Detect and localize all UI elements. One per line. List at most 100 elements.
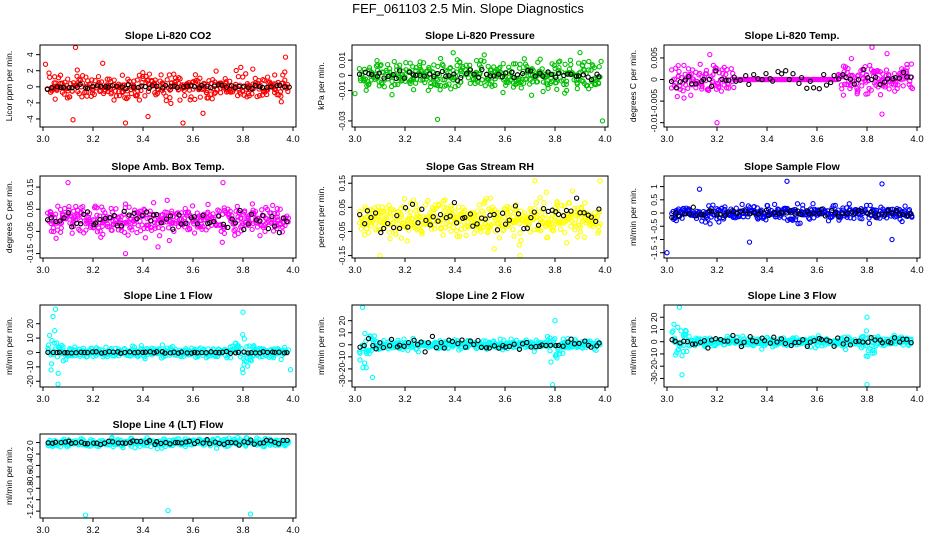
data-point <box>530 67 536 74</box>
data-point <box>383 214 389 220</box>
data-point <box>706 76 712 82</box>
data-point <box>375 227 381 233</box>
data-point <box>81 349 87 356</box>
data-point <box>455 204 462 210</box>
data-point <box>365 229 372 236</box>
data-point <box>518 237 524 244</box>
y-tick-label: -0.15 <box>337 246 347 266</box>
data-point <box>673 217 679 224</box>
data-point <box>209 96 215 102</box>
x-tick-label: 4.0 <box>286 525 299 536</box>
data-point <box>58 84 64 91</box>
data-point <box>775 68 781 75</box>
x-tick-label: 3.8 <box>548 134 561 145</box>
y-tick-label: -0.03 <box>337 111 347 131</box>
data-point <box>406 227 412 233</box>
data-point <box>357 211 363 218</box>
data-point <box>253 217 260 223</box>
data-point <box>588 76 595 83</box>
data-point <box>892 88 898 94</box>
data-point <box>371 333 378 339</box>
y-tick-label: 0.05 <box>25 201 35 218</box>
data-point <box>176 212 182 218</box>
data-point <box>446 81 452 87</box>
data-point <box>458 72 465 78</box>
data-point <box>158 72 164 78</box>
plot-points <box>669 304 914 388</box>
data-point <box>279 224 286 230</box>
data-point <box>249 86 255 92</box>
data-point <box>103 344 109 350</box>
x-tick-label: 3.2 <box>86 525 99 536</box>
data-point <box>366 350 372 357</box>
data-point <box>863 72 870 78</box>
data-point <box>74 84 80 90</box>
data-point <box>390 219 396 225</box>
data-point <box>79 94 85 100</box>
data-point <box>381 225 387 232</box>
panel-title: Slope Li-820 Pressure <box>425 30 535 42</box>
data-point <box>544 82 551 88</box>
y-tick-label: 0 <box>25 350 35 355</box>
data-point <box>362 330 368 337</box>
outlier-point <box>784 178 790 184</box>
data-point <box>504 209 510 215</box>
data-point <box>446 73 452 79</box>
data-point <box>173 78 179 84</box>
data-point <box>387 235 393 242</box>
data-point <box>867 202 873 209</box>
data-point <box>840 71 846 78</box>
data-point <box>140 349 146 356</box>
x-tick-label: 4.0 <box>598 265 611 276</box>
data-point <box>429 333 436 340</box>
data-point <box>121 208 127 215</box>
data-point <box>491 73 497 79</box>
data-point <box>101 88 108 94</box>
data-point <box>703 71 710 77</box>
data-point <box>141 225 147 232</box>
data-point <box>211 91 217 97</box>
data-point <box>499 210 506 216</box>
data-point <box>225 224 231 231</box>
data-point <box>676 68 682 75</box>
data-point <box>241 336 247 342</box>
data-point <box>76 90 82 97</box>
data-point <box>191 349 198 356</box>
data-point <box>229 213 235 219</box>
data-point <box>376 70 382 76</box>
data-point <box>851 215 857 221</box>
data-point <box>257 218 263 224</box>
data-point <box>722 204 728 210</box>
data-point <box>227 350 234 356</box>
data-point <box>397 62 403 68</box>
data-point <box>681 62 687 69</box>
data-point <box>191 84 198 90</box>
data-point <box>903 68 910 74</box>
data-point <box>146 71 153 77</box>
x-tick-label: 3.2 <box>398 394 411 405</box>
data-point <box>134 77 140 83</box>
data-point <box>150 212 157 218</box>
data-point <box>182 92 188 99</box>
data-point <box>534 79 541 85</box>
outlier-point <box>220 179 226 186</box>
data-point <box>511 74 517 81</box>
data-point <box>471 71 477 77</box>
data-point <box>555 70 562 76</box>
data-point <box>494 227 501 233</box>
data-point <box>282 77 288 83</box>
outlier-point <box>696 186 703 192</box>
data-point <box>896 75 903 81</box>
data-point <box>714 212 720 218</box>
data-point <box>409 216 415 222</box>
data-point <box>575 234 581 240</box>
data-point <box>710 72 716 78</box>
data-point <box>93 349 99 355</box>
data-point <box>282 69 288 75</box>
y-tick-label: -30 <box>337 375 347 388</box>
data-point <box>904 70 910 76</box>
data-point <box>532 73 538 79</box>
data-point <box>512 203 519 209</box>
data-point <box>417 59 423 65</box>
y-tick-label: -0.05 <box>337 222 347 242</box>
